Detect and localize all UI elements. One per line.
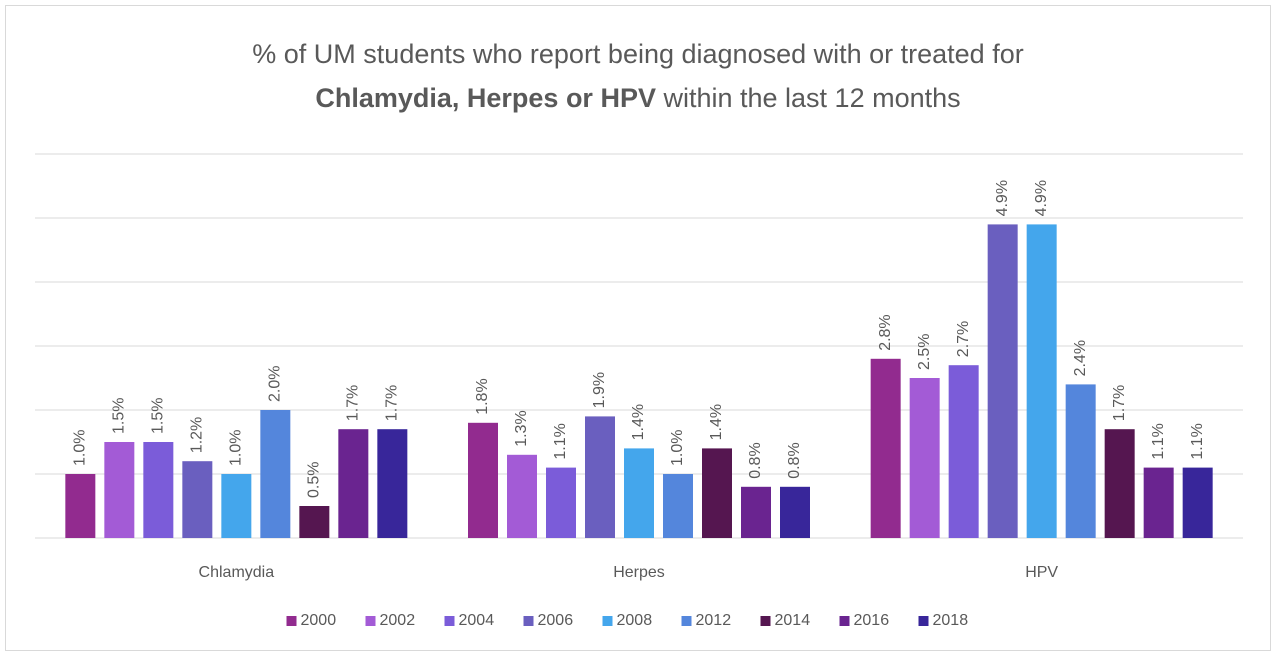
data-label: 1.0% (669, 430, 686, 466)
legend-label: 2008 (617, 612, 653, 629)
bar (702, 448, 732, 538)
bar (1065, 384, 1096, 538)
bar (909, 378, 940, 538)
data-label: 2.0% (267, 366, 284, 402)
data-label: 1.2% (189, 417, 206, 453)
legend-swatch (286, 616, 297, 626)
legend-swatch (839, 616, 850, 626)
bar (741, 486, 771, 538)
legend-swatch (760, 616, 771, 626)
bar (104, 442, 135, 538)
data-label: 0.5% (306, 462, 323, 498)
data-label: 2.8% (877, 314, 894, 350)
data-label: 1.0% (72, 430, 89, 466)
legend-label: 2004 (459, 612, 495, 629)
data-label: 1.9% (591, 372, 608, 408)
legend-label: 2012 (696, 612, 732, 629)
data-label: 0.8% (786, 442, 803, 478)
data-label: 4.9% (994, 180, 1011, 216)
legend-swatch (444, 616, 455, 626)
chart-title: % of UM students who report being diagno… (252, 39, 1023, 69)
bar (1104, 429, 1135, 538)
data-label: 1.1% (552, 423, 569, 459)
legend-label: 2016 (854, 612, 890, 629)
chart-title: Chlamydia, Herpes or HPV within the last… (315, 83, 960, 113)
bar (1182, 467, 1213, 538)
legend-label: 2018 (933, 612, 969, 629)
data-label: 1.4% (708, 404, 725, 440)
legend-label: 2006 (538, 612, 574, 629)
bar (468, 422, 498, 538)
chart-title-rest: within the last 12 months (656, 83, 961, 113)
x-tick-label: Chlamydia (199, 564, 275, 581)
legend-swatch (365, 616, 376, 626)
legend-label: 2014 (775, 612, 811, 629)
data-label: 1.1% (1150, 423, 1167, 459)
bar (1026, 224, 1057, 538)
bar (260, 410, 291, 538)
bar (221, 474, 252, 538)
data-label: 4.9% (1033, 180, 1050, 216)
legend-label: 2000 (301, 612, 337, 629)
bar (143, 442, 174, 538)
x-tick-label: Herpes (613, 564, 665, 581)
data-label: 1.7% (384, 385, 401, 421)
legend-swatch (681, 616, 692, 626)
bar (338, 429, 369, 538)
data-label: 1.7% (345, 385, 362, 421)
data-label: 0.8% (747, 442, 764, 478)
bar (507, 454, 537, 538)
bar (780, 486, 810, 538)
bar (299, 506, 330, 538)
legend-swatch (523, 616, 534, 626)
data-label: 1.5% (111, 398, 128, 434)
data-label: 1.0% (228, 430, 245, 466)
data-label: 2.4% (1072, 340, 1089, 376)
data-label: 2.7% (955, 321, 972, 357)
bar (870, 358, 901, 538)
bar (585, 416, 615, 538)
legend-swatch (918, 616, 929, 626)
data-label: 1.3% (513, 410, 530, 446)
data-label: 1.5% (150, 398, 167, 434)
bar (377, 429, 408, 538)
bar (182, 461, 213, 538)
bar (546, 467, 576, 538)
data-label: 1.1% (1189, 423, 1206, 459)
chart-title-bold: Chlamydia, Herpes or HPV (315, 83, 656, 113)
data-label: 1.8% (474, 378, 491, 414)
bar (948, 365, 979, 538)
legend-label: 2002 (380, 612, 416, 629)
data-label: 2.5% (916, 334, 933, 370)
data-label: 1.4% (630, 404, 647, 440)
bar (663, 474, 693, 538)
bar (65, 474, 96, 538)
x-tick-label: HPV (1025, 564, 1058, 581)
data-label: 1.7% (1111, 385, 1128, 421)
bar (624, 448, 654, 538)
chart-frame (5, 5, 1271, 651)
bar (1143, 467, 1174, 538)
legend-swatch (602, 616, 613, 626)
bar (987, 224, 1018, 538)
